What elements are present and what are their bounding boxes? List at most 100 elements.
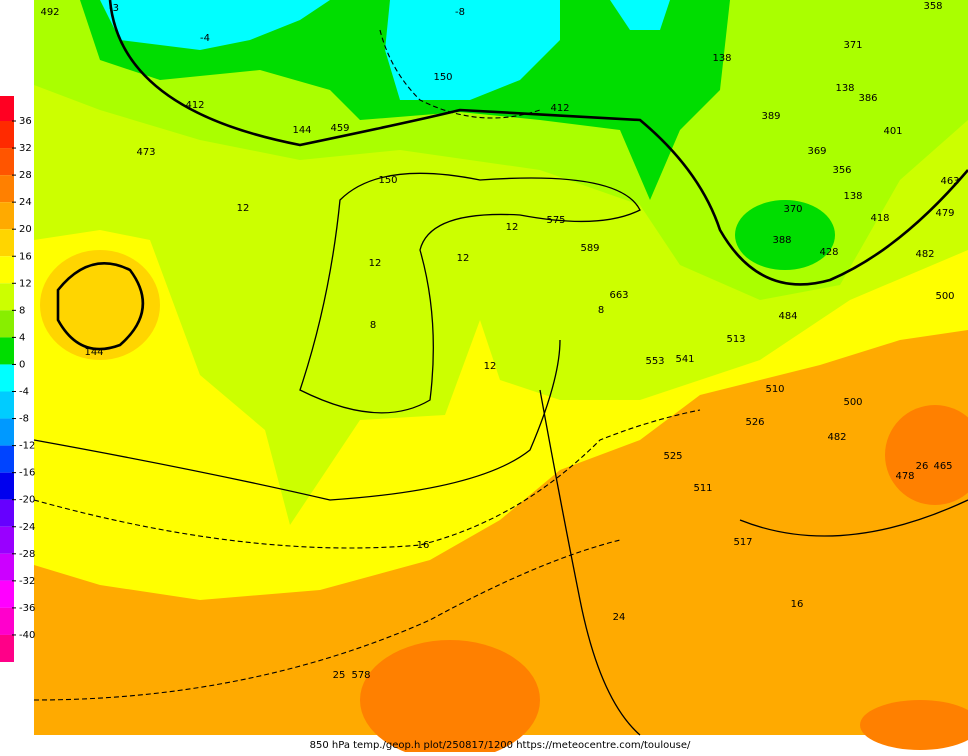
- map-label: 12: [484, 361, 497, 372]
- color-band: [0, 445, 14, 473]
- color-band: [0, 391, 14, 419]
- map-label: 418: [870, 213, 889, 224]
- map-label: 500: [935, 291, 954, 302]
- map-label: 541: [675, 354, 694, 365]
- map-label: 12: [237, 203, 250, 214]
- color-tick-label: 24: [19, 197, 32, 208]
- map-label: 388: [772, 235, 791, 246]
- map-label: 150: [433, 72, 452, 83]
- color-band: [0, 229, 14, 257]
- color-tick-label: 12: [19, 278, 32, 289]
- map-label: 370: [783, 204, 802, 215]
- map-label: 492: [40, 7, 59, 18]
- map-label: 26: [916, 461, 929, 472]
- map-label: 144: [292, 125, 311, 136]
- color-tick-label: 0: [19, 359, 25, 370]
- map-label: 412: [550, 103, 569, 114]
- map-label: 589: [580, 243, 599, 254]
- map-label: 12: [369, 258, 382, 269]
- color-tick-label: -20: [19, 495, 35, 506]
- map-label: 482: [827, 432, 846, 443]
- color-tick-label: -16: [19, 468, 35, 479]
- map-label: 517: [733, 537, 752, 548]
- map-label: 369: [807, 146, 826, 157]
- color-tick-label: -4: [19, 387, 29, 398]
- color-band: [0, 499, 14, 527]
- map-label: 12: [457, 253, 470, 264]
- map-label: 463: [940, 176, 959, 187]
- map-label: 478: [895, 471, 914, 482]
- map-label: 513: [726, 334, 745, 345]
- color-tick-label: -36: [19, 603, 35, 614]
- color-band: [0, 310, 14, 338]
- map-label: -4: [200, 33, 210, 44]
- color-band: [0, 472, 14, 500]
- color-band: [0, 526, 14, 554]
- color-tick-label: -28: [19, 549, 35, 560]
- color-tick-label: -24: [19, 522, 35, 533]
- color-band: [0, 283, 14, 311]
- color-tick-label: -32: [19, 576, 35, 587]
- map-label: 138: [712, 53, 731, 64]
- map-label: 484: [778, 311, 797, 322]
- map-label: 553: [645, 356, 664, 367]
- map-label: 144: [84, 347, 103, 358]
- map-label: 511: [693, 483, 712, 494]
- map-label: 500: [843, 397, 862, 408]
- map-label: 386: [858, 93, 877, 104]
- color-tick-label: 8: [19, 305, 25, 316]
- color-band: [0, 634, 14, 662]
- color-band: [0, 256, 14, 284]
- color-tick-label: 32: [19, 143, 32, 154]
- caption: 850 hPa temp./geop.h plot/250817/1200 ht…: [310, 740, 691, 751]
- color-band: [0, 364, 14, 392]
- map-label: 428: [819, 247, 838, 258]
- map-label: 138: [835, 83, 854, 94]
- map-label: 510: [765, 384, 784, 395]
- map-label: 8: [598, 305, 604, 316]
- map-label: 138: [843, 191, 862, 202]
- map-label: 526: [745, 417, 764, 428]
- map-label: 16: [791, 599, 804, 610]
- color-tick-label: 16: [19, 251, 32, 262]
- map-label: 575: [546, 215, 565, 226]
- color-band: [0, 175, 14, 203]
- map-label: 358: [923, 1, 942, 12]
- map-label: 150: [378, 175, 397, 186]
- color-band: [0, 607, 14, 635]
- map-label: 525: [663, 451, 682, 462]
- color-bar: 36 32 28 24 20 16 12 8 4 0 -4 -8 -12 -16 -20 -24 -28 -32 -…: [0, 96, 35, 662]
- color-band: [0, 418, 14, 446]
- map-label: 401: [883, 126, 902, 137]
- map-label: 479: [935, 208, 954, 219]
- color-tick-label: -40: [19, 630, 35, 641]
- map-label: 482: [915, 249, 934, 260]
- color-band: [0, 337, 14, 365]
- color-band: [0, 121, 14, 149]
- color-tick-label: 20: [19, 224, 32, 235]
- map-label: 578: [351, 670, 370, 681]
- map: [33, 0, 968, 756]
- map-label: 12: [506, 222, 519, 233]
- map-label: 24: [613, 612, 626, 623]
- color-tick-label: 4: [19, 332, 25, 343]
- color-tick-label: 36: [19, 116, 32, 127]
- map-label: 459: [330, 123, 349, 134]
- map-label: 356: [832, 165, 851, 176]
- color-band: [0, 96, 14, 121]
- map-label: 371: [843, 40, 862, 51]
- color-tick-label: -12: [19, 441, 35, 452]
- map-label: 473: [136, 147, 155, 158]
- map-label: 389: [761, 111, 780, 122]
- map-label: 16: [417, 540, 430, 551]
- color-tick-label: 28: [19, 170, 32, 181]
- map-label: -3: [109, 3, 119, 14]
- map-label: 465: [933, 461, 952, 472]
- map-label: -8: [455, 7, 465, 18]
- color-band: [0, 148, 14, 176]
- color-band: [0, 202, 14, 230]
- map-label: 8: [370, 320, 376, 331]
- map-labels: 492 144 144 150 150 138 138 138 12 12 12 12 12 8 8 16 16…: [40, 1, 959, 681]
- map-label: 25: [333, 670, 346, 681]
